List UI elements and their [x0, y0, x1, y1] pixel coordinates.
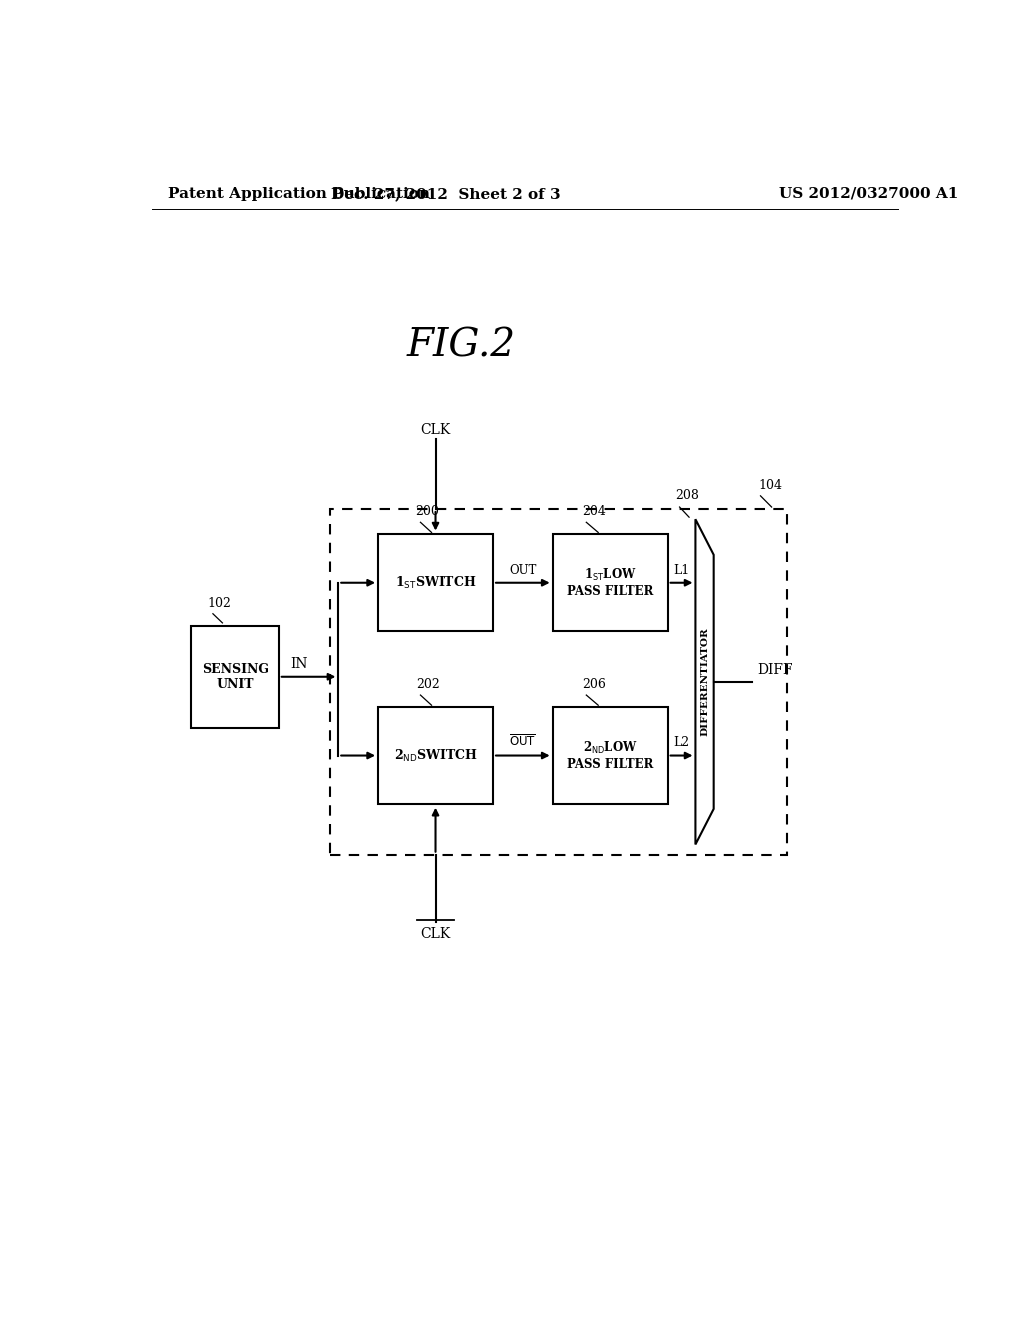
FancyBboxPatch shape — [378, 708, 494, 804]
FancyBboxPatch shape — [553, 708, 668, 804]
Text: 208: 208 — [676, 488, 699, 502]
Text: SENSING
UNIT: SENSING UNIT — [202, 663, 268, 690]
Text: 1$_{\sf ST}$SWITCH: 1$_{\sf ST}$SWITCH — [395, 574, 476, 591]
FancyBboxPatch shape — [378, 535, 494, 631]
Text: Patent Application Publication: Patent Application Publication — [168, 187, 430, 201]
Text: L2: L2 — [674, 737, 689, 750]
Text: $\overline{\mathsf{OUT}}$: $\overline{\mathsf{OUT}}$ — [509, 734, 537, 750]
Text: DIFF: DIFF — [758, 663, 793, 677]
Text: DIFFERENTIATOR: DIFFERENTIATOR — [700, 627, 709, 737]
Text: OUT: OUT — [509, 564, 537, 577]
Text: US 2012/0327000 A1: US 2012/0327000 A1 — [778, 187, 958, 201]
Text: 202: 202 — [416, 678, 439, 690]
Text: IN: IN — [290, 656, 307, 671]
Text: 206: 206 — [583, 678, 606, 690]
Text: 204: 204 — [583, 506, 606, 519]
Text: 1$_{\sf ST}$LOW
PASS FILTER: 1$_{\sf ST}$LOW PASS FILTER — [567, 568, 653, 598]
Text: L1: L1 — [674, 564, 689, 577]
Text: CLK: CLK — [421, 422, 451, 437]
Text: CLK: CLK — [421, 927, 451, 941]
Text: 102: 102 — [207, 597, 231, 610]
Text: 2$_{\sf ND}$SWITCH: 2$_{\sf ND}$SWITCH — [393, 747, 477, 763]
Text: Dec. 27, 2012  Sheet 2 of 3: Dec. 27, 2012 Sheet 2 of 3 — [331, 187, 560, 201]
Text: 2$_{\sf ND}$LOW
PASS FILTER: 2$_{\sf ND}$LOW PASS FILTER — [567, 741, 653, 771]
FancyBboxPatch shape — [553, 535, 668, 631]
Text: 104: 104 — [759, 479, 782, 492]
Text: FIG.2: FIG.2 — [407, 327, 516, 364]
Text: 200: 200 — [416, 506, 439, 519]
FancyBboxPatch shape — [191, 626, 279, 727]
Polygon shape — [695, 519, 714, 845]
